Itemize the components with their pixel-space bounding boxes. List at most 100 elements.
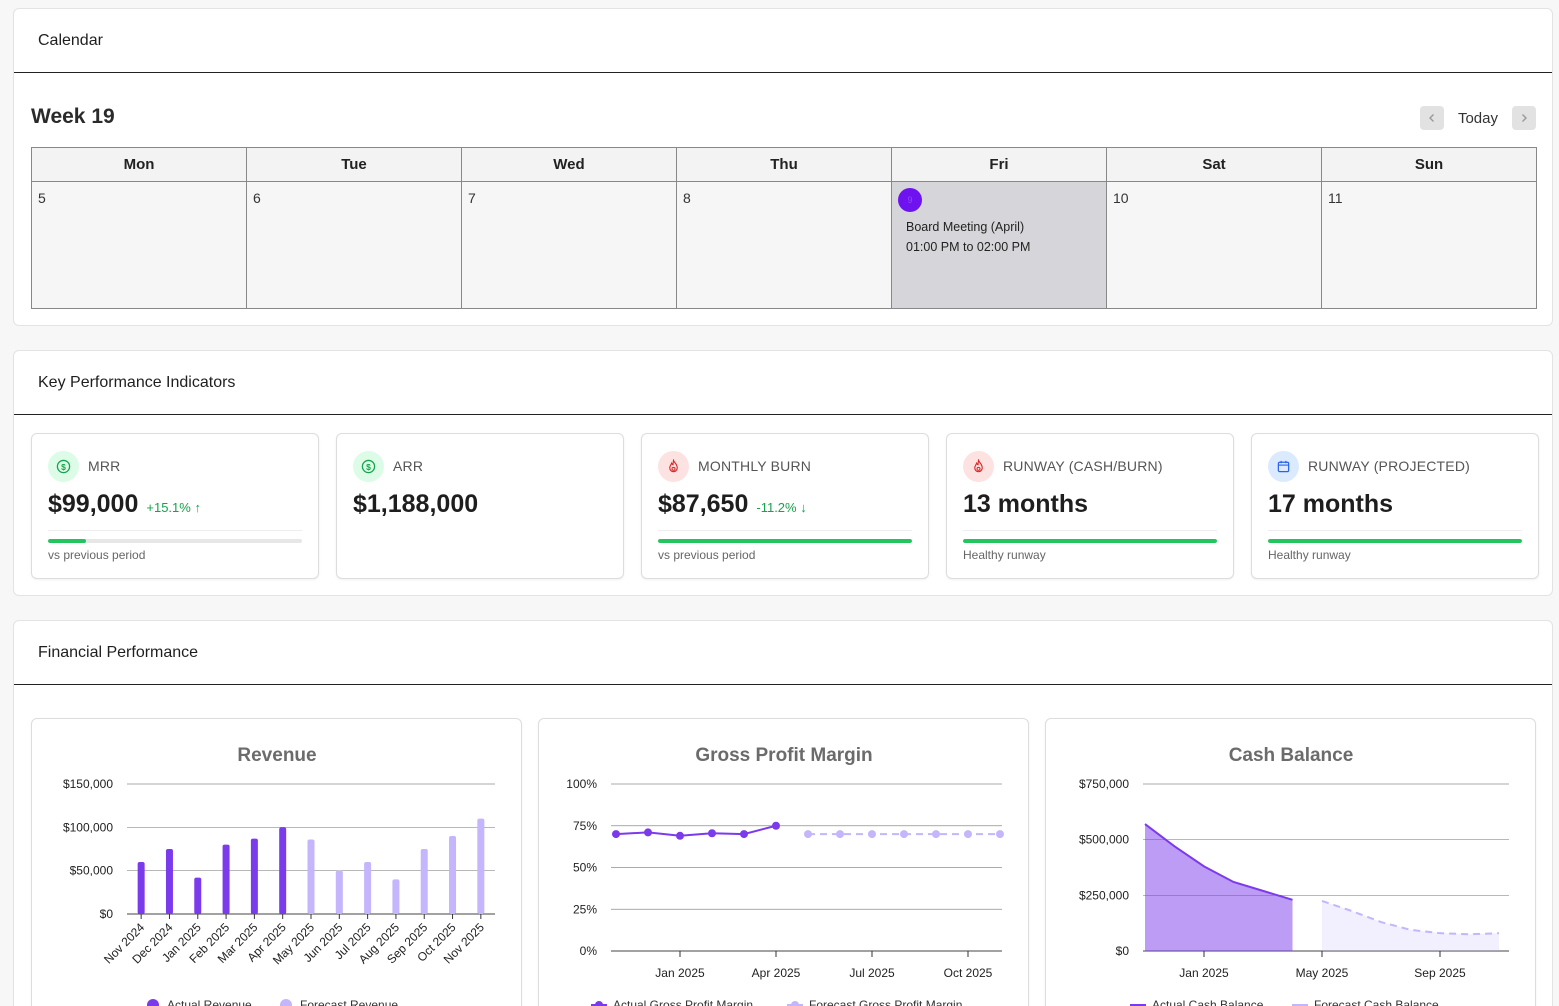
- financial-panel: Financial Performance Revenue $0 $50,000 $1…: [13, 620, 1553, 1006]
- data-point: [676, 831, 684, 840]
- day-number: 7: [468, 190, 476, 206]
- kpi-label: RUNWAY (PROJECTED): [1308, 458, 1471, 474]
- y-tick-label: 100%: [566, 777, 597, 791]
- chart-title: Cash Balance: [1229, 745, 1354, 766]
- data-point: [900, 830, 908, 839]
- y-tick-label: $0: [1116, 944, 1130, 958]
- day-number: 5: [38, 190, 46, 206]
- x-tick-label: Sep 2025: [1414, 966, 1466, 980]
- revenue-bar: [477, 818, 485, 914]
- data-point: [708, 829, 716, 838]
- day-header-sat: Sat: [1107, 148, 1322, 182]
- legend-marker: [791, 1001, 799, 1006]
- kpi-value: $99,000: [48, 490, 139, 518]
- divider: [963, 530, 1217, 531]
- day-header-mon: Mon: [32, 148, 247, 182]
- kpi-label: MONTHLY BURN: [698, 458, 812, 474]
- legend-label: Forecast Cash Balance: [1314, 998, 1439, 1006]
- kpi-note: vs previous period: [658, 548, 756, 562]
- kpi-value-row: 17 months: [1268, 490, 1393, 519]
- prev-week-button[interactable]: [1419, 106, 1444, 130]
- calendar-section-title: Calendar: [14, 9, 1552, 73]
- data-point: [932, 830, 940, 839]
- y-tick-label: 50%: [573, 861, 597, 875]
- revenue-bar: [420, 849, 428, 914]
- day-cell-mon[interactable]: 5: [32, 182, 247, 309]
- x-tick-label: Jul 2025: [849, 966, 895, 980]
- legend-label: Forecast Revenue: [300, 998, 398, 1006]
- kpi-card-row: $ MRR $99,000 +15.1% ↑ vs previous perio…: [31, 433, 1539, 579]
- kpi-label: RUNWAY (CASH/BURN): [1003, 458, 1163, 474]
- revenue-bar: [392, 879, 400, 914]
- x-tick-label: Jan 2025: [1179, 966, 1229, 980]
- y-tick-label: $250,000: [1079, 888, 1129, 902]
- week-grid: Mon Tue Wed Thu Fri Sat Sun 5 6 7 8 9 Bo…: [31, 147, 1537, 309]
- y-tick-label: 0%: [580, 944, 598, 958]
- day-cell-tue[interactable]: 6: [247, 182, 462, 309]
- day-header-fri: Fri: [892, 148, 1107, 182]
- kpi-section-title: Key Performance Indicators: [14, 351, 1552, 415]
- chevron-right-icon: [1522, 114, 1527, 122]
- kpi-delta: -11.2% ↓: [756, 500, 807, 515]
- kpi-value: 17 months: [1268, 490, 1394, 518]
- day-cell-fri[interactable]: 9 Board Meeting (April) 01:00 PM to 02:0…: [892, 182, 1107, 309]
- kpi-value-row: $99,000 +15.1% ↑: [48, 490, 201, 519]
- data-point: [644, 828, 652, 837]
- gross-margin-chart-card: Gross Profit Margin 0% 25% 50% 75% 100% Jan 20…: [538, 718, 1029, 1006]
- kpi-card-runway-cash-burn: RUNWAY (CASH/BURN) 13 months Healthy run…: [946, 433, 1234, 579]
- x-tick-label: Oct 2025: [944, 966, 993, 980]
- dollar-icon: $: [353, 451, 384, 482]
- y-tick-label: $100,000: [63, 820, 113, 834]
- kpi-value: 13 months: [963, 490, 1089, 518]
- event-day-badge: 9: [898, 188, 922, 212]
- data-point: [836, 830, 844, 839]
- event-title[interactable]: Board Meeting (April): [906, 220, 1025, 234]
- y-tick-label: $0: [100, 907, 114, 921]
- day-cell-thu[interactable]: 8: [677, 182, 892, 309]
- data-point: [804, 830, 812, 839]
- data-point: [612, 830, 620, 839]
- calendar-panel: Calendar Week 19 Today Mon Tue Wed Thu F…: [13, 8, 1553, 326]
- revenue-chart-card: Revenue $0 $50,000 $100,000 $150,000 Nov 2024…: [31, 718, 522, 1006]
- today-button[interactable]: Today: [1457, 109, 1498, 127]
- day-cell-wed[interactable]: 7: [462, 182, 677, 309]
- day-cell-sat[interactable]: 10: [1107, 182, 1322, 309]
- data-point: [772, 821, 780, 830]
- kpi-progress-bar: [1268, 539, 1522, 543]
- chart-title: Revenue: [237, 745, 316, 766]
- revenue-bar: [194, 877, 202, 914]
- kpi-value-row: 13 months: [963, 490, 1088, 519]
- y-tick-label: $150,000: [63, 777, 113, 791]
- kpi-progress-bar: [48, 539, 302, 543]
- revenue-bar: [364, 862, 372, 914]
- kpi-progress-fill: [963, 539, 1217, 543]
- y-tick-label: 25%: [573, 902, 597, 916]
- day-header-wed: Wed: [462, 148, 677, 182]
- series-area: [1145, 824, 1293, 951]
- day-number: 8: [683, 190, 691, 206]
- revenue-bar: [335, 870, 343, 914]
- svg-text:$: $: [366, 462, 371, 472]
- y-tick-label: $500,000: [1079, 833, 1129, 847]
- flame-icon: [963, 451, 994, 482]
- week-nav: Today: [1419, 106, 1536, 130]
- legend-label: Actual Cash Balance: [1152, 998, 1264, 1006]
- revenue-bar: [222, 844, 230, 914]
- kpi-card-mrr: $ MRR $99,000 +15.1% ↑ vs previous perio…: [31, 433, 319, 579]
- kpi-progress-fill: [48, 539, 87, 543]
- next-week-button[interactable]: [1512, 106, 1536, 130]
- day-number: 6: [253, 190, 261, 206]
- financial-section-title: Financial Performance: [14, 621, 1552, 685]
- day-number: 9: [907, 195, 913, 205]
- day-header-thu: Thu: [677, 148, 892, 182]
- kpi-progress-bar: [963, 539, 1217, 543]
- revenue-bar: [279, 827, 287, 914]
- day-cell-sun[interactable]: 11: [1322, 182, 1537, 309]
- x-tick-label: Apr 2025: [752, 966, 801, 980]
- legend-marker: [280, 999, 292, 1006]
- y-tick-label: 75%: [573, 819, 597, 833]
- day-header-tue: Tue: [247, 148, 462, 182]
- kpi-note: Healthy runway: [1268, 548, 1351, 562]
- kpi-value-row: $87,650 -11.2% ↓: [658, 490, 807, 519]
